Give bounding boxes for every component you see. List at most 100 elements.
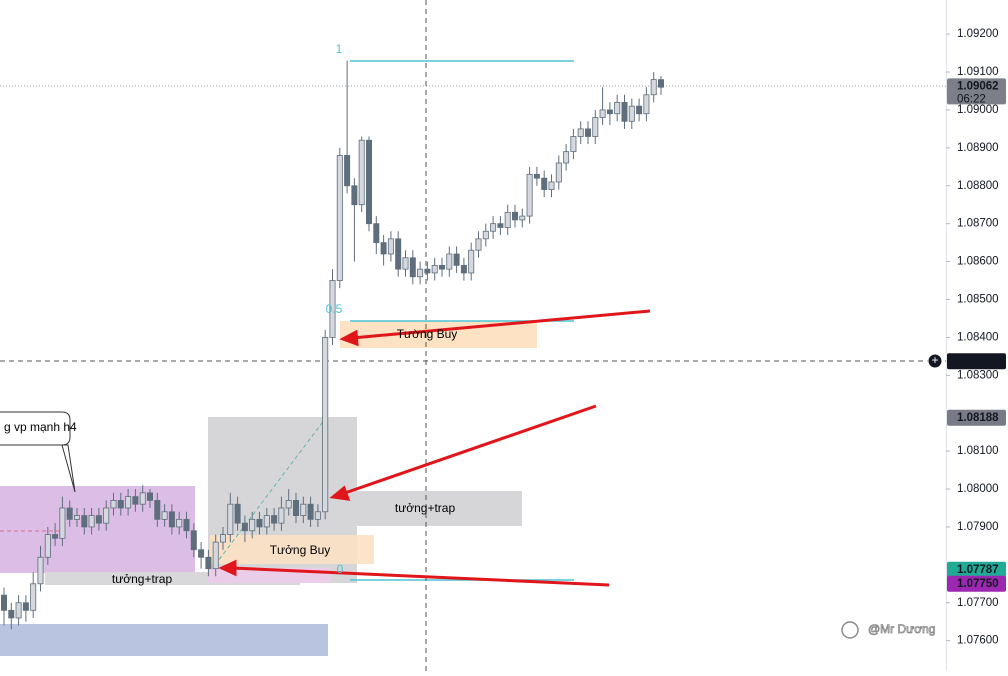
candle-body [292, 500, 299, 516]
candle-body [161, 511, 168, 520]
y-tick-label: 1.09000 [957, 104, 999, 116]
y-tick-label: 1.08700 [957, 218, 999, 230]
zone [210, 535, 374, 564]
y-tick-label: 1.07900 [957, 521, 999, 533]
y-tick-label: 1.09200 [957, 28, 999, 40]
candle-body [599, 109, 606, 118]
candle-body [643, 94, 650, 115]
candle-body [30, 583, 37, 611]
candle-body [446, 253, 453, 270]
candle-body [621, 101, 628, 122]
candle-body [475, 238, 482, 251]
candle-body [278, 507, 285, 524]
candle-body [88, 515, 95, 528]
axis-labels: 1.09200 1.09100 1.09000 1.08900 1.08800 1.087… [946, 28, 1006, 647]
candle-body [555, 162, 562, 183]
y-tick-label: 1.08400 [957, 331, 999, 343]
candle-body [409, 257, 416, 278]
candle-body [606, 109, 613, 115]
zone-label: tưởng+trap [395, 501, 456, 515]
candle-body [212, 541, 219, 570]
candle-body [249, 518, 256, 532]
candle-body [380, 242, 387, 255]
zone-label: tưởng+trap [112, 572, 173, 586]
y-tick-label: 1.07600 [957, 635, 999, 647]
price-badge [947, 409, 1006, 426]
countdown: 06:22 [957, 93, 986, 105]
candle-body [241, 522, 248, 532]
candle-body [300, 503, 307, 516]
candle-body [146, 492, 153, 501]
fib-trend [214, 414, 329, 566]
candle-body [183, 518, 190, 532]
price-badge-label: 1.07787 [957, 564, 999, 576]
candle-body [205, 556, 212, 570]
candle-body [0, 594, 7, 611]
candle-body [103, 507, 110, 524]
candle-body [117, 500, 124, 509]
candle-body [497, 223, 504, 228]
fib-label: 0 [337, 562, 344, 576]
y-tick-label: 1.08800 [957, 180, 999, 192]
candle-body [37, 556, 44, 585]
candle-body [636, 105, 643, 115]
candle-body [351, 185, 358, 206]
watermark-icon [841, 621, 859, 639]
candle-body [227, 503, 234, 535]
candle-body [453, 253, 460, 266]
y-tick-label: 1.08600 [957, 256, 999, 268]
price-badge-label: 1.09062 [957, 80, 999, 92]
candle-body [424, 268, 431, 274]
add-button[interactable] [927, 353, 943, 369]
candle-body [44, 534, 51, 558]
y-tick-label: 1.09100 [957, 66, 999, 78]
arrow-head [339, 329, 359, 347]
candle-body [614, 101, 621, 115]
price-badge-label: 1.08188 [957, 412, 999, 424]
plus-icon: + [931, 353, 938, 367]
candle-body [585, 128, 592, 137]
candle-body [219, 534, 226, 543]
candle-body [512, 211, 519, 221]
candle-body [387, 238, 394, 255]
candle-body [402, 257, 409, 270]
candle-body [132, 496, 139, 505]
candle-body [336, 155, 343, 281]
candle-body [358, 139, 365, 206]
zone-label: Tưởng Buy [270, 543, 331, 557]
candle-body [417, 268, 424, 278]
candle-body [650, 79, 657, 96]
price-axis [946, 0, 1008, 671]
candle-body [95, 515, 102, 524]
candle-body [263, 515, 270, 528]
candle-body [395, 238, 402, 270]
zone [323, 491, 522, 526]
candle-body [490, 223, 497, 232]
y-tick-label: 1.08500 [957, 294, 999, 306]
arrow [231, 566, 610, 587]
price-badge [947, 353, 1006, 370]
zone [0, 624, 328, 656]
price-badge-label: 1.08337 [957, 355, 999, 367]
candle-body [460, 264, 467, 274]
candle-body [154, 500, 161, 520]
candle-body [533, 173, 540, 179]
candle-body [548, 181, 555, 190]
candle-body [526, 173, 533, 217]
candle-body [563, 151, 570, 164]
candle-body [74, 515, 81, 520]
candle-body [365, 139, 372, 225]
callout [0, 411, 76, 493]
candle-body [468, 249, 475, 274]
zone [0, 486, 195, 573]
candle-body [322, 336, 329, 513]
candle-body [139, 492, 146, 505]
candle-body [373, 223, 380, 244]
candle-body [658, 79, 665, 88]
candle-body [110, 500, 117, 509]
arrows [218, 309, 651, 587]
candle-body [504, 211, 511, 228]
candle-body [256, 518, 263, 528]
y-tick-label: 1.08900 [957, 142, 999, 154]
